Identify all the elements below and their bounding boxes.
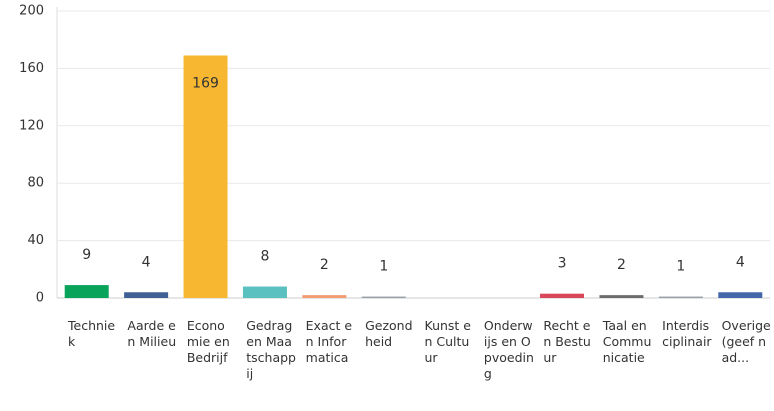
bar (599, 295, 644, 298)
value-label: 2 (320, 257, 329, 273)
bar (242, 286, 287, 298)
bar (124, 292, 169, 298)
x-tick-label: Techniek (68, 318, 116, 349)
x-tick-label: Gezondheid (365, 318, 413, 349)
y-tick-label: 120 (19, 118, 44, 133)
x-tick-label: Onderwijs en Opvoeding (483, 318, 534, 381)
x-tick-label: Exact en Informatica (305, 318, 353, 365)
value-label: 8 (260, 249, 269, 265)
x-tick-label: Kunst en Cultuur (424, 318, 472, 365)
value-label: 9 (82, 247, 91, 263)
value-label: 1 (379, 259, 388, 275)
bar (718, 292, 763, 298)
value-label: 1 (676, 259, 685, 275)
x-tick-label: Interdisciplinair (662, 318, 712, 349)
y-tick-label: 80 (27, 176, 44, 191)
bar (658, 296, 703, 299)
value-label: 2 (617, 257, 626, 273)
x-tick-label: Economie en Bedrijf (186, 318, 230, 365)
value-label: 4 (142, 254, 151, 270)
x-tick-label: Recht en Bestuur (543, 318, 591, 365)
bar (64, 285, 109, 298)
x-tick-label: Gedrag en Maatschappij (246, 318, 296, 381)
bar (302, 295, 347, 298)
x-tick-label: Aarde en Milieu (127, 318, 177, 349)
value-label: 169 (192, 75, 219, 91)
y-tick-label: 40 (27, 233, 44, 248)
y-tick-label: 0 (36, 291, 44, 306)
bar (540, 293, 585, 298)
y-tick-label: 200 (19, 4, 44, 19)
value-label: 4 (736, 254, 745, 270)
value-label: 3 (558, 256, 567, 272)
bar (361, 296, 406, 299)
y-tick-label: 160 (19, 61, 44, 76)
x-tick-label: Overige (geef nad... (721, 318, 771, 365)
bar (183, 55, 228, 298)
x-tick-label: Taal en Communicatie (602, 318, 652, 365)
